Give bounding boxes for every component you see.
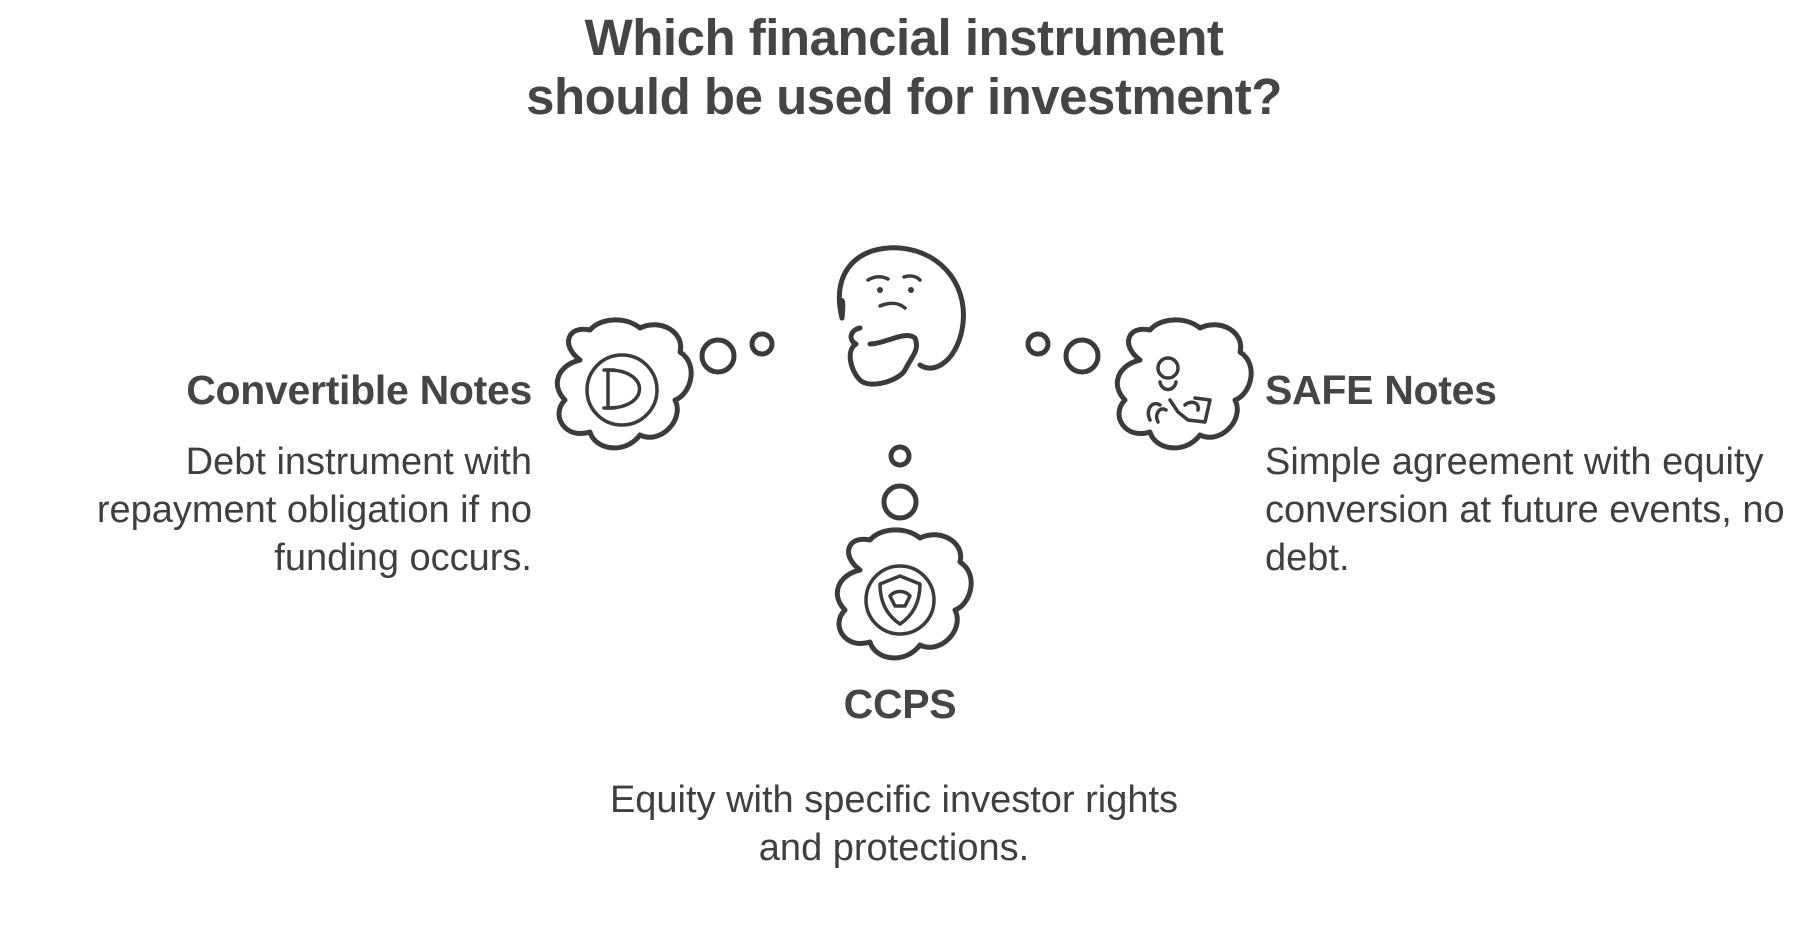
ccps-cloud — [834, 527, 974, 661]
convertible-notes-description: Debt instrument with repayment obligatio… — [96, 441, 532, 579]
thought-bubbles-right — [1025, 331, 1101, 375]
diagram-title: Which financial instrument should be use… — [526, 9, 1282, 125]
thinking-face-icon — [836, 245, 966, 387]
convertible-notes-title: Convertible Notes — [186, 367, 532, 413]
dollar-coin-icon — [585, 353, 659, 427]
thought-bubbles-left — [699, 331, 775, 375]
safe-notes-cloud — [1114, 317, 1254, 451]
convertible-notes-cloud — [554, 317, 694, 451]
ccps-title: CCPS — [843, 681, 957, 727]
safe-notes-description: Simple agreement with equity conversion … — [1265, 441, 1785, 579]
thought-bubbles-bottom — [881, 444, 919, 521]
ccps-description: Equity with specific investor rights and… — [609, 779, 1179, 869]
hand-holding-person-icon — [1146, 356, 1212, 424]
shield-icon — [864, 564, 936, 636]
safe-notes-title: SAFE Notes — [1265, 367, 1497, 413]
